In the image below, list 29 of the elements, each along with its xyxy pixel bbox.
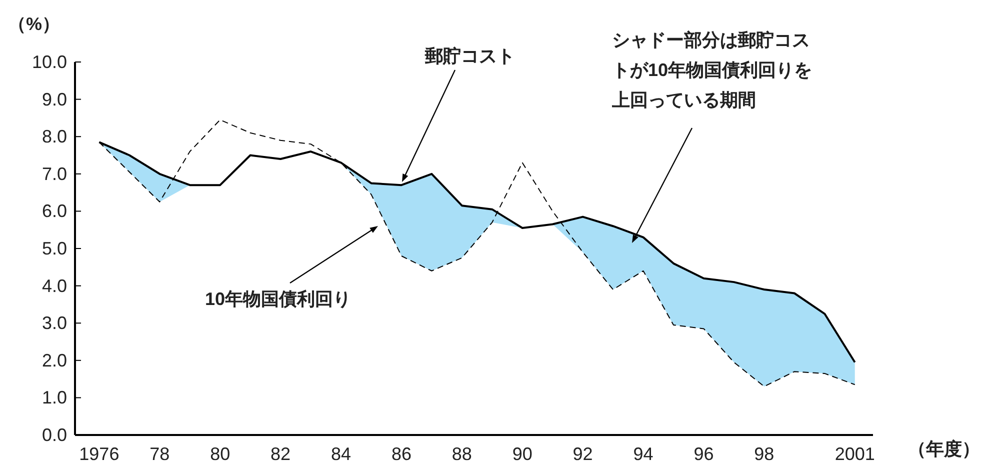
y-tick-label: 3.0: [42, 313, 67, 334]
y-tick-label: 8.0: [42, 126, 67, 147]
y-tick-label: 5.0: [42, 238, 67, 258]
x-tick-label: 86: [391, 444, 412, 463]
annotation: シャドー部分は郵貯コストが10年物国債利回りを上回っている期間: [611, 30, 812, 110]
annotation: 郵貯コスト: [424, 46, 515, 66]
y-tick-label: 1.0: [42, 388, 67, 408]
x-tick-label: 92: [572, 444, 593, 463]
x-tick-label: 82: [270, 444, 291, 463]
y-tick-label: 9.0: [42, 89, 67, 110]
x-tick-label: 78: [150, 444, 170, 463]
y-tick-label: 0.0: [42, 425, 67, 445]
x-tick-label: 98: [754, 444, 774, 463]
x-tick-label: 1976: [79, 444, 120, 463]
annotation: 10年物国債利回り: [205, 289, 352, 309]
x-tick-label: 90: [512, 444, 532, 463]
y-axis-title: （%）: [8, 14, 60, 34]
y-tick-label: 6.0: [42, 201, 67, 222]
x-tick-label: 94: [633, 444, 654, 463]
y-tick-label: 7.0: [42, 164, 67, 184]
x-axis-title: （年度）: [908, 439, 980, 459]
x-tick-label: 96: [694, 444, 714, 463]
y-tick-label: 10.0: [32, 52, 67, 72]
x-tick-label: 2001: [834, 444, 875, 463]
y-tick-label: 4.0: [42, 276, 67, 296]
y-tick-label: 2.0: [42, 350, 67, 370]
x-tick-label: 84: [330, 444, 352, 463]
x-tick-label: 80: [210, 444, 230, 463]
x-tick-label: 88: [452, 444, 472, 463]
